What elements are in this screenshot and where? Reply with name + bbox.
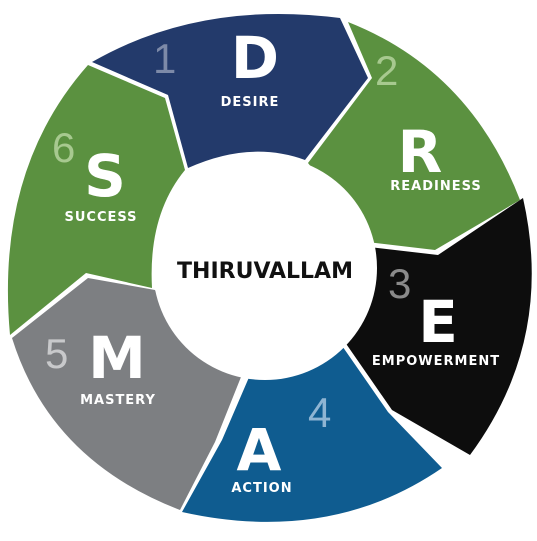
center-hub: THIRUVALLAM bbox=[153, 156, 377, 380]
segment-label-desire: DESIRE bbox=[221, 95, 280, 110]
center-label: THIRUVALLAM bbox=[177, 259, 353, 284]
segment-letter-d: D bbox=[231, 24, 279, 92]
segment-success: 6 S SUCCESS bbox=[7, 65, 185, 335]
segment-number-4: 4 bbox=[308, 389, 331, 436]
segment-number-3: 3 bbox=[388, 260, 411, 307]
segment-number-2: 2 bbox=[375, 47, 398, 94]
center-circle bbox=[153, 156, 377, 380]
segment-letter-s: S bbox=[84, 142, 126, 210]
segment-readiness: 2 R READINESS bbox=[308, 22, 520, 250]
segment-empowerment-shape bbox=[340, 198, 532, 455]
segment-empowerment: 3 E EMPOWERMENT bbox=[340, 198, 532, 455]
segment-letter-m: M bbox=[88, 324, 146, 392]
segment-label-readiness: READINESS bbox=[390, 179, 481, 194]
segment-readiness-shape bbox=[308, 22, 520, 250]
segment-number-5: 5 bbox=[45, 330, 68, 377]
segment-letter-e: E bbox=[418, 288, 458, 356]
segment-desire: 1 D DESIRE bbox=[92, 13, 368, 169]
segment-label-success: SUCCESS bbox=[64, 210, 137, 225]
segment-number-1: 1 bbox=[153, 35, 176, 82]
segment-label-mastery: MASTERY bbox=[80, 393, 156, 408]
segment-number-6: 6 bbox=[52, 124, 75, 171]
segment-label-action: ACTION bbox=[231, 481, 292, 496]
segment-letter-r: R bbox=[398, 118, 443, 186]
segment-desire-shape bbox=[92, 13, 368, 169]
segment-success-shape bbox=[7, 65, 185, 335]
segment-action-shape bbox=[182, 340, 442, 522]
segment-letter-a: A bbox=[237, 416, 282, 484]
segment-action: 4 A ACTION bbox=[182, 340, 442, 522]
segment-label-empowerment: EMPOWERMENT bbox=[372, 354, 500, 369]
